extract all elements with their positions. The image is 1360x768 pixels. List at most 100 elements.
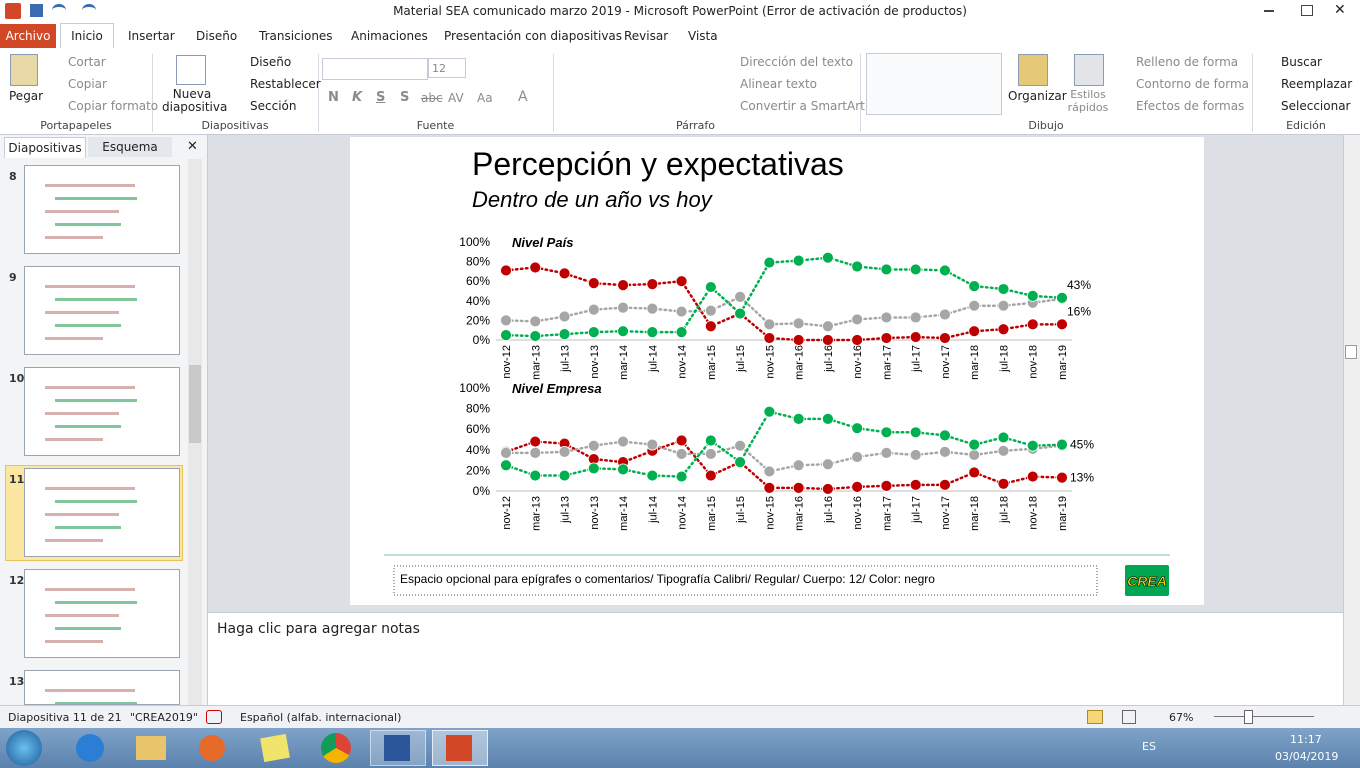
spacing-button[interactable]: AV <box>448 91 464 105</box>
restore-button[interactable] <box>1301 5 1313 16</box>
slide-thumbnail[interactable] <box>24 670 180 705</box>
layout-button[interactable]: Diseño <box>250 55 292 69</box>
taskbar-explorer[interactable] <box>136 736 166 760</box>
shapes-gallery[interactable] <box>866 53 1002 115</box>
font-name-box[interactable] <box>322 58 428 80</box>
quick-styles-icon[interactable] <box>1074 54 1104 86</box>
tab[interactable]: Vista <box>688 29 718 43</box>
arrange-button[interactable]: Organizar <box>1008 89 1067 103</box>
section-button[interactable]: Sección <box>250 99 297 113</box>
group-label: Dibujo <box>1028 119 1064 132</box>
clock-time[interactable]: 11:17 <box>1290 733 1322 746</box>
italic-button[interactable]: K <box>352 90 363 105</box>
scroll-thumb[interactable] <box>1345 345 1357 359</box>
taskbar-media[interactable] <box>199 735 225 761</box>
strike-button[interactable]: abc <box>421 91 443 105</box>
language[interactable]: Español (alfab. internacional) <box>240 711 402 724</box>
align-text-button[interactable]: Alinear texto <box>740 77 817 91</box>
panel-close[interactable]: ✕ <box>187 139 198 154</box>
panel-tab-active[interactable]: Diapositivas <box>4 137 86 158</box>
find-button[interactable]: Buscar <box>1281 55 1322 69</box>
thumbnail-line <box>45 311 119 314</box>
cut-button[interactable]: Cortar <box>68 55 106 69</box>
clock-date[interactable]: 03/04/2019 <box>1275 750 1339 763</box>
taskbar-notes[interactable] <box>260 733 290 763</box>
arrange-icon[interactable] <box>1018 54 1048 86</box>
zoom-thumb[interactable] <box>1244 710 1253 724</box>
input-language[interactable]: ES <box>1142 740 1156 753</box>
data-point <box>939 308 951 321</box>
slide-number[interactable]: 12 <box>9 574 25 587</box>
tab[interactable]: Insertar <box>128 29 175 43</box>
close-button[interactable]: ✕ <box>1334 2 1346 18</box>
save-button[interactable] <box>30 4 43 17</box>
data-point <box>646 326 659 339</box>
minimize-button[interactable] <box>1264 10 1274 12</box>
taskbar-chrome[interactable] <box>321 733 351 763</box>
notes-pane[interactable]: Haga clic para agregar notas <box>208 612 1343 706</box>
paste-button[interactable]: Pegar <box>9 89 44 103</box>
slide-number[interactable]: 13 <box>9 675 25 688</box>
tab-active[interactable]: Inicio <box>60 23 114 49</box>
tab[interactable]: Animaciones <box>351 29 428 43</box>
slide-thumbnail[interactable] <box>24 165 180 254</box>
underline-button[interactable]: S <box>376 90 386 105</box>
slide-number[interactable]: 9 <box>9 271 17 284</box>
sorter-view-button[interactable] <box>1122 710 1136 724</box>
quick-styles-button[interactable]: Estilos rápidos <box>1067 88 1109 114</box>
app-icon[interactable] <box>5 3 21 19</box>
data-point <box>821 334 834 346</box>
tab[interactable]: Revisar <box>624 29 669 43</box>
shadow-button[interactable]: S <box>400 90 410 105</box>
replace-button[interactable]: Reemplazar <box>1281 77 1353 91</box>
slide-number[interactable]: 8 <box>9 170 17 183</box>
normal-view-button[interactable] <box>1087 710 1103 724</box>
case-button[interactable]: Aa <box>477 91 493 105</box>
data-point <box>821 458 834 471</box>
tab[interactable]: Transiciones <box>259 29 333 43</box>
copy-button[interactable]: Copiar <box>68 77 107 91</box>
slide-thumbnail[interactable] <box>24 569 180 658</box>
panel-tab[interactable]: Esquema <box>88 137 172 157</box>
shape-effects-button[interactable]: Efectos de formas <box>1136 99 1245 113</box>
zoom-level[interactable]: 67% <box>1169 711 1194 724</box>
tab[interactable]: Diseño <box>196 29 238 43</box>
new-slide-icon[interactable] <box>176 55 206 85</box>
tab[interactable]: Presentación con diapositivas <box>444 29 623 43</box>
data-point <box>704 320 717 333</box>
smartart-button[interactable]: Convertir a SmartArt <box>740 99 865 113</box>
data-point <box>821 320 834 333</box>
font-size-box[interactable]: 12 <box>428 58 466 78</box>
taskbar-ie[interactable] <box>76 734 104 762</box>
paste-icon[interactable] <box>10 54 38 86</box>
x-tick-label: mar-13 <box>530 345 542 380</box>
data-point <box>880 479 893 492</box>
undo-button[interactable] <box>52 4 66 17</box>
new-slide-button[interactable]: Nueva diapositiva <box>162 87 228 114</box>
data-point <box>500 314 512 327</box>
shape-fill-button[interactable]: Relleno de forma <box>1136 55 1239 69</box>
vertical-scrollbar[interactable] <box>1343 135 1360 705</box>
data-point <box>675 326 688 339</box>
data-point <box>851 313 864 326</box>
notes-placeholder[interactable]: Haga clic para agregar notas <box>217 621 420 637</box>
reset-button[interactable]: Restablecer <box>250 77 321 91</box>
slide-thumbnail[interactable] <box>24 468 180 557</box>
shape-outline-button[interactable]: Contorno de forma <box>1136 77 1250 91</box>
slide-number[interactable]: 11 <box>9 473 25 486</box>
select-button[interactable]: Seleccionar <box>1281 99 1351 113</box>
slide-number[interactable]: 10 <box>9 372 25 385</box>
file-tab[interactable]: Archivo <box>0 24 56 48</box>
redo-button[interactable] <box>82 4 96 17</box>
text-direction-button[interactable]: Dirección del texto <box>740 55 854 69</box>
slide-thumbnail[interactable] <box>24 266 180 355</box>
data-point <box>734 456 747 469</box>
slide-thumbnail[interactable] <box>24 367 180 456</box>
zoom-slider[interactable] <box>1214 716 1314 717</box>
spellcheck-icon[interactable] <box>206 710 222 724</box>
format-painter-button[interactable]: Copiar formato <box>68 99 159 113</box>
bold-button[interactable]: N <box>328 90 339 105</box>
font-color-button[interactable]: A <box>518 89 528 105</box>
start-button[interactable] <box>6 730 42 766</box>
panel-scroll-thumb[interactable] <box>189 365 201 443</box>
